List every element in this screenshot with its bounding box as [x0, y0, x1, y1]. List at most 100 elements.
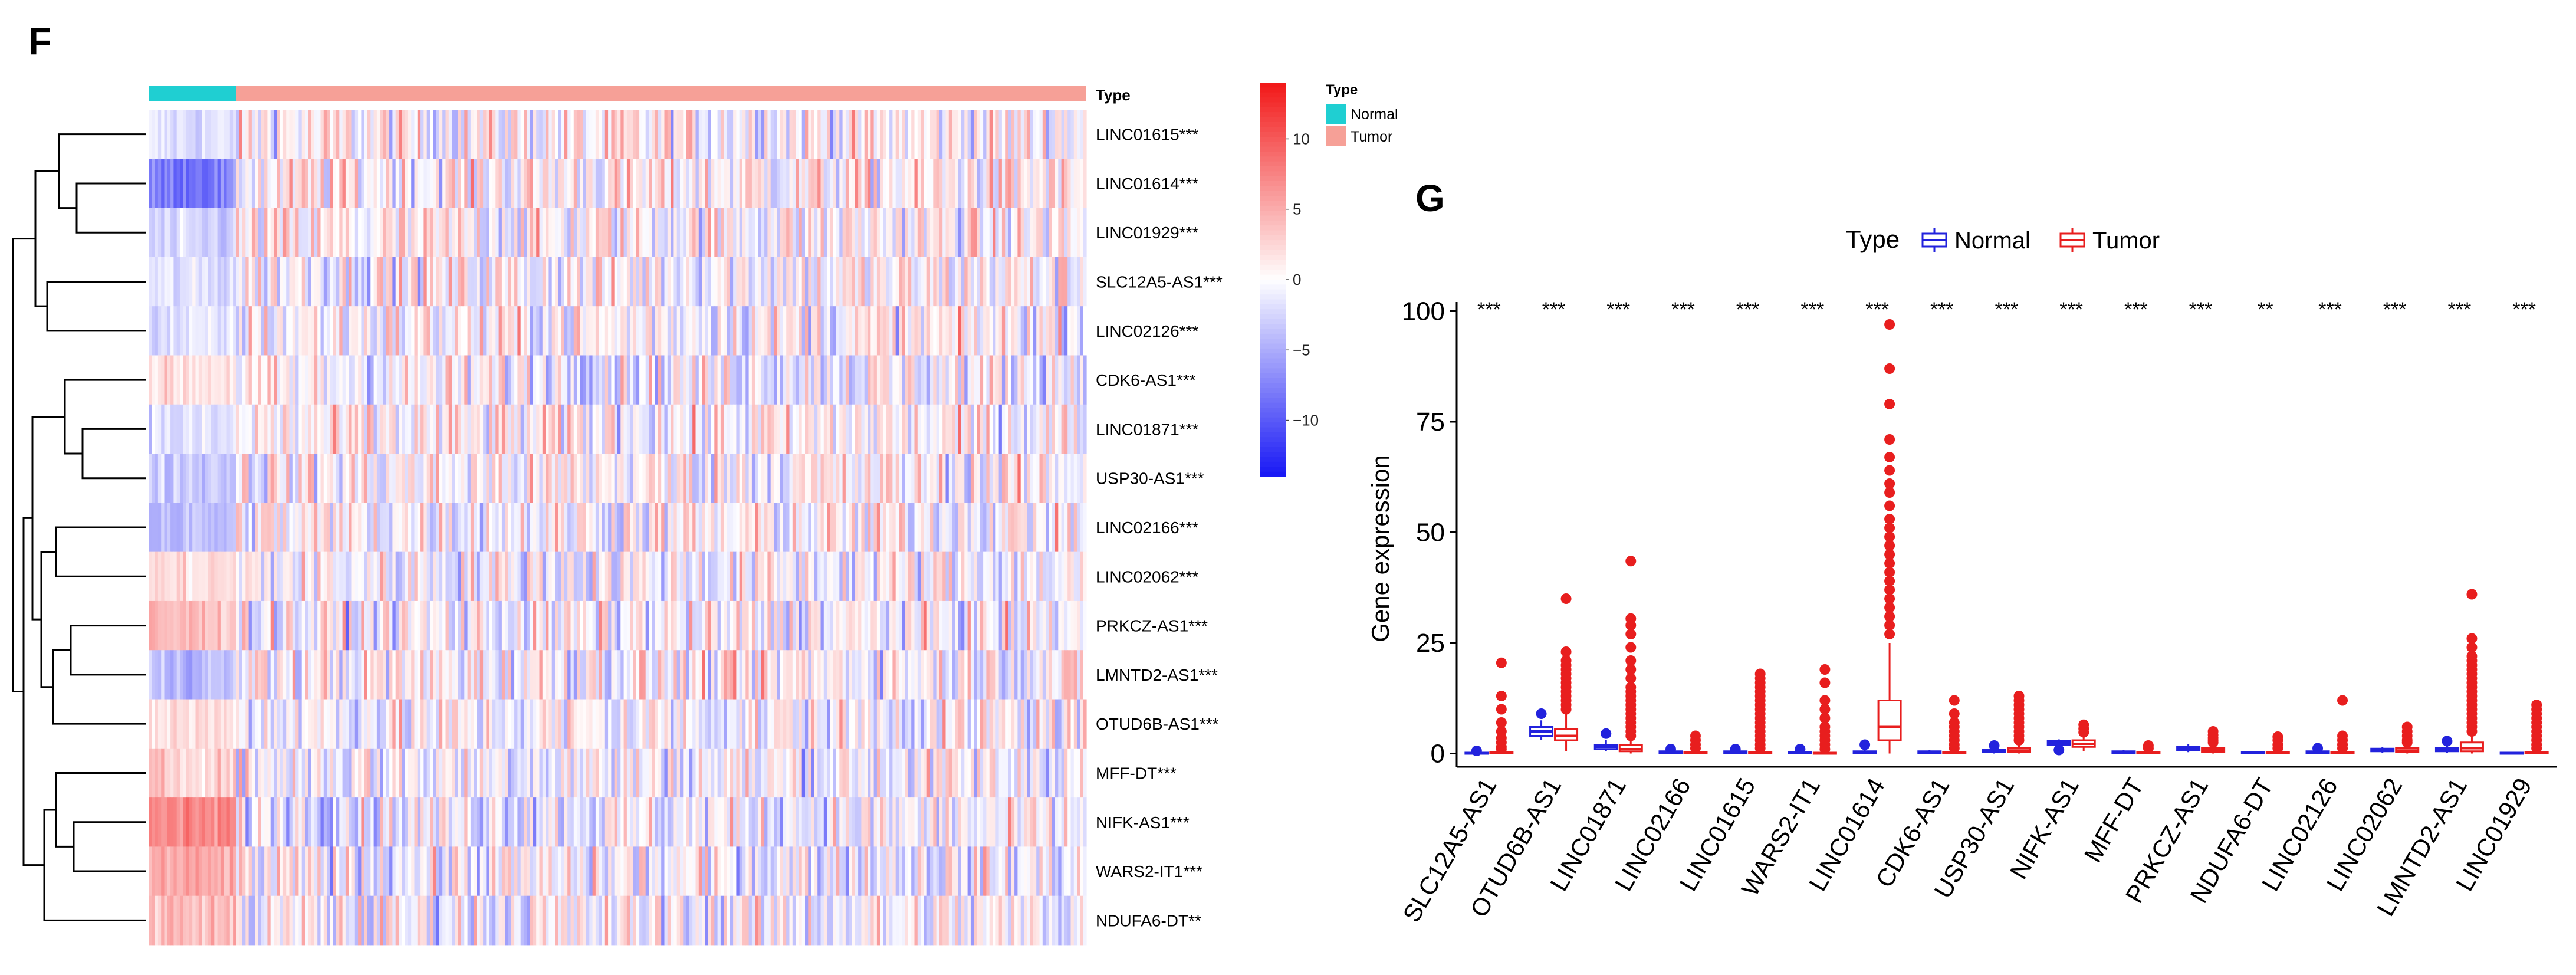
heatmap-cell [886, 454, 890, 503]
heatmap-cell [626, 110, 630, 159]
heatmap-cell [564, 699, 568, 749]
heatmap-cell [373, 159, 377, 208]
heatmap-cell [939, 748, 943, 798]
heatmap-cell [417, 355, 421, 405]
heatmap-cell [220, 895, 224, 946]
heatmap-cell [408, 454, 412, 503]
heatmap-cell [173, 797, 178, 847]
heatmap-cell [836, 797, 840, 847]
heatmap-cell [376, 159, 380, 208]
heatmap-cell [1020, 257, 1024, 307]
heatmap-cell [349, 257, 353, 307]
heatmap-cell [470, 895, 474, 946]
heatmap-cell [202, 600, 205, 651]
heatmap-cell [339, 257, 343, 307]
heatmap-cell [905, 748, 909, 798]
heatmap-cell [170, 306, 174, 356]
heatmap-cell [542, 846, 546, 897]
heatmap-cell [189, 551, 193, 602]
heatmap-cell [539, 110, 543, 159]
heatmap-cell [505, 208, 509, 258]
heatmap-cell [751, 846, 755, 897]
heatmap-cell [661, 748, 665, 798]
heatmap-cell [217, 257, 221, 307]
heatmap-cell [164, 355, 168, 405]
heatmap-cell [1064, 257, 1068, 307]
heatmap-cell [536, 404, 540, 454]
heatmap-cell [224, 257, 228, 307]
heatmap-cell [970, 454, 974, 503]
heatmap-cell [633, 797, 637, 847]
heatmap-cell [602, 748, 606, 798]
heatmap-cell [724, 846, 728, 897]
heatmap-cell [786, 110, 790, 159]
heatmap-cell [536, 454, 540, 503]
heatmap-cell [452, 503, 455, 553]
heatmap-cell [1024, 257, 1027, 307]
heatmap-cell [157, 110, 162, 159]
heatmap-cell [564, 159, 568, 208]
heatmap-cell [439, 797, 443, 847]
heatmap-cell [655, 551, 659, 602]
heatmap-cell [633, 306, 637, 356]
heatmap-cell [1036, 454, 1040, 503]
heatmap-cell [430, 650, 433, 700]
heatmap-cell [479, 748, 484, 798]
heatmap-cell [555, 404, 558, 454]
heatmap-cell [1027, 551, 1031, 602]
heatmap-cell [467, 503, 471, 553]
heatmap-cell [977, 454, 981, 503]
heatmap-cell [1017, 503, 1021, 553]
heatmap-cell [1067, 208, 1072, 258]
heatmap-cell [270, 355, 274, 405]
heatmap-cell [939, 846, 943, 897]
heatmap-cell [852, 650, 856, 700]
heatmap-cell [751, 306, 755, 356]
heatmap-cell [536, 846, 540, 897]
heatmap-cell [458, 600, 462, 651]
heatmap-cell [645, 551, 649, 602]
heatmap-cell [1011, 257, 1015, 307]
heatmap-cell [542, 404, 546, 454]
heatmap-cell [580, 650, 584, 700]
heatmap-cell [733, 404, 737, 454]
heatmap-cell [311, 650, 315, 700]
heatmap-cell [783, 306, 787, 356]
heatmap-cell [580, 257, 584, 307]
heatmap-cell [345, 650, 349, 700]
heatmap-cell [1024, 650, 1027, 700]
heatmap-cell [408, 650, 412, 700]
heatmap-cell [630, 797, 634, 847]
heatmap-cell [599, 748, 603, 798]
heatmap-cell [380, 748, 384, 798]
heatmap-cell [614, 110, 618, 159]
heatmap-cell [1058, 110, 1062, 159]
heatmap-cell [229, 600, 234, 651]
heatmap-cell [539, 748, 543, 798]
heatmap-cell [739, 454, 743, 503]
heatmap-cell [361, 454, 365, 503]
heatmap-cell [873, 404, 878, 454]
heatmap-cell [455, 895, 459, 946]
heatmap-cell [195, 404, 199, 454]
heatmap-cell [608, 600, 612, 651]
heatmap-cell [842, 748, 846, 798]
heatmap-cell [926, 257, 931, 307]
heatmap-cell [301, 110, 305, 159]
heatmap-cell [157, 355, 162, 405]
heatmap-cell [836, 355, 840, 405]
heatmap-cell [623, 257, 627, 307]
heatmap-cell [474, 551, 478, 602]
heatmap-cell [1001, 699, 1006, 749]
heatmap-cell [676, 208, 681, 258]
heatmap-cell [899, 257, 902, 307]
heatmap-cell [308, 551, 312, 602]
heatmap-cell [198, 650, 202, 700]
heatmap-cell [714, 208, 718, 258]
heatmap-cell [164, 699, 168, 749]
heatmap-cell [917, 503, 921, 553]
heatmap-cell [305, 257, 308, 307]
heatmap-cell [511, 699, 515, 749]
heatmap-cell [280, 454, 284, 503]
heatmap-cell [405, 650, 409, 700]
